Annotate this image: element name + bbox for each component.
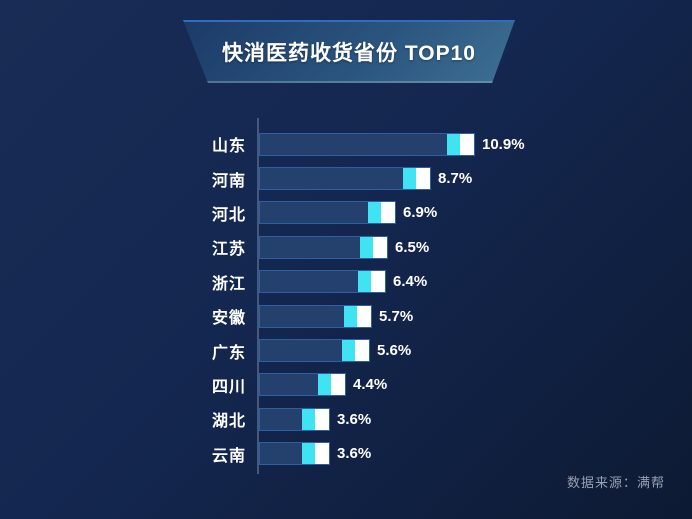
bar-highlight-cyan-segment bbox=[358, 271, 371, 293]
value-label: 3.6% bbox=[337, 445, 372, 463]
category-label: 四川 bbox=[211, 378, 246, 396]
category-label: 河南 bbox=[211, 172, 246, 190]
bar-highlight-white-segment bbox=[331, 374, 345, 396]
bar bbox=[259, 235, 388, 259]
category-label: 广东 bbox=[211, 344, 246, 362]
bar-highlight-white-segment bbox=[357, 305, 371, 327]
bar-highlight-white-segment bbox=[416, 168, 430, 190]
bar-zone: 6.4% bbox=[259, 270, 692, 294]
bar-highlight-white-segment bbox=[355, 340, 369, 362]
chart-row: 河北 6.9% bbox=[0, 196, 692, 230]
value-label: 4.4% bbox=[353, 376, 388, 394]
bar-zone: 4.4% bbox=[259, 373, 692, 397]
category-label: 湖北 bbox=[211, 413, 246, 431]
value-label: 6.4% bbox=[393, 273, 428, 291]
bar-highlight-cyan-segment bbox=[447, 133, 460, 155]
category-label: 江苏 bbox=[211, 241, 246, 259]
bar-zone: 5.6% bbox=[259, 339, 692, 363]
chart-row: 湖北 3.6% bbox=[0, 402, 692, 436]
chart-row: 广东 5.6% bbox=[0, 333, 692, 367]
value-label: 5.6% bbox=[377, 342, 412, 360]
category-label: 云南 bbox=[211, 447, 246, 465]
bar bbox=[259, 339, 370, 363]
bar-fill-segment bbox=[260, 340, 342, 362]
chart-rows: 山东 10.9% 河南 8.7% 河北 6.9% 江苏 6.5% 浙江 6.4% 安徽 5.7% 广东 5… bbox=[0, 127, 692, 471]
bar-zone: 3.6% bbox=[259, 407, 692, 431]
chart-row: 四川 4.4% bbox=[0, 368, 692, 402]
category-label: 浙江 bbox=[211, 275, 246, 293]
bar-zone: 6.5% bbox=[259, 235, 692, 259]
bar-highlight-cyan-segment bbox=[403, 168, 416, 190]
chart-title: 快消医药收货省份 TOP10 bbox=[222, 41, 476, 65]
value-label: 5.7% bbox=[379, 307, 414, 325]
bar-fill-segment bbox=[260, 443, 302, 465]
bar-highlight-white-segment bbox=[371, 271, 385, 293]
bar-highlight-cyan-segment bbox=[302, 408, 315, 430]
bar-highlight-cyan-segment bbox=[360, 236, 373, 258]
title-banner: 快消医药收货省份 TOP10 bbox=[183, 20, 515, 83]
bar-highlight-cyan-segment bbox=[342, 340, 355, 362]
chart-row: 江苏 6.5% bbox=[0, 230, 692, 264]
chart-row: 浙江 6.4% bbox=[0, 265, 692, 299]
bar-fill-segment bbox=[260, 133, 447, 155]
bar bbox=[259, 201, 396, 225]
category-label: 河北 bbox=[211, 206, 246, 224]
bar-fill-segment bbox=[260, 408, 302, 430]
bar-zone: 3.6% bbox=[259, 442, 692, 466]
bar-fill-segment bbox=[260, 168, 403, 190]
bar bbox=[259, 167, 431, 191]
chart-row: 山东 10.9% bbox=[0, 127, 692, 161]
chart-row: 河南 8.7% bbox=[0, 161, 692, 195]
chart-row: 安徽 5.7% bbox=[0, 299, 692, 333]
value-label: 10.9% bbox=[482, 135, 525, 153]
bar-zone: 6.9% bbox=[259, 201, 692, 225]
bar-highlight-white-segment bbox=[373, 236, 387, 258]
bar-highlight-white-segment bbox=[460, 133, 474, 155]
bar-highlight-cyan-segment bbox=[368, 202, 381, 224]
value-label: 3.6% bbox=[337, 410, 372, 428]
bar-zone: 8.7% bbox=[259, 167, 692, 191]
bar-fill-segment bbox=[260, 374, 318, 396]
bar bbox=[259, 132, 475, 156]
value-label: 8.7% bbox=[438, 170, 473, 188]
value-label: 6.5% bbox=[395, 238, 430, 256]
bar bbox=[259, 304, 372, 328]
bar-highlight-cyan-segment bbox=[318, 374, 331, 396]
bar-zone: 10.9% bbox=[259, 132, 692, 156]
data-source-note: 数据来源：满帮 bbox=[566, 475, 665, 490]
bar bbox=[259, 270, 386, 294]
bar-chart: 山东 10.9% 河南 8.7% 河北 6.9% 江苏 6.5% 浙江 6.4% 安徽 5.7% 广东 5… bbox=[0, 118, 692, 474]
bar-highlight-cyan-segment bbox=[302, 443, 315, 465]
bar-fill-segment bbox=[260, 305, 344, 327]
bar bbox=[259, 373, 346, 397]
bar-highlight-white-segment bbox=[381, 202, 395, 224]
bar bbox=[259, 442, 330, 466]
bar-fill-segment bbox=[260, 202, 368, 224]
value-label: 6.9% bbox=[403, 204, 438, 222]
bar-fill-segment bbox=[260, 236, 360, 258]
y-axis-line bbox=[257, 118, 259, 474]
category-label: 山东 bbox=[211, 138, 246, 156]
bar bbox=[259, 407, 330, 431]
category-label: 安徽 bbox=[211, 310, 246, 328]
chart-row: 云南 3.6% bbox=[0, 437, 692, 471]
bar-highlight-cyan-segment bbox=[344, 305, 357, 327]
bar-zone: 5.7% bbox=[259, 304, 692, 328]
bar-highlight-white-segment bbox=[315, 443, 329, 465]
bar-highlight-white-segment bbox=[315, 408, 329, 430]
bar-fill-segment bbox=[260, 271, 358, 293]
